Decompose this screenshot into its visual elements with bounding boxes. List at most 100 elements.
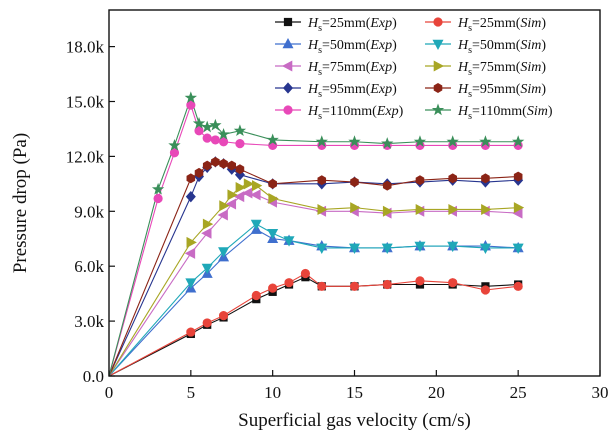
data-point-1-10 <box>382 279 392 290</box>
y-tick-label: 0.0 <box>83 367 104 386</box>
legend-label-kind: Exp <box>369 38 392 53</box>
legend-label-kind: Exp <box>369 82 392 97</box>
legend-marker-9 <box>431 103 445 116</box>
y-tick-label: 15.0k <box>66 93 105 112</box>
y-axis-label: Pressure drop (Pa) <box>10 133 31 273</box>
legend-label-rest: =95mm( <box>322 82 371 97</box>
legend-marker-0 <box>283 17 293 27</box>
legend-label-rest: =110mm( <box>322 104 377 119</box>
data-point-1-9 <box>349 281 360 291</box>
legend-marker-4 <box>281 60 293 72</box>
y-tick-label: 18.0k <box>66 38 105 57</box>
y-tick-label: 3.0k <box>74 312 104 331</box>
data-point-8-2 <box>169 148 180 158</box>
series-markers <box>151 91 525 339</box>
data-point-5-8 <box>268 192 279 204</box>
data-point-1-1 <box>186 327 196 337</box>
legend-label-sub: s <box>318 111 322 122</box>
data-point-8-4 <box>194 126 204 136</box>
legend-label-9: Hs=110mm(Sim) <box>457 104 553 122</box>
legend-label-h: H <box>457 104 469 119</box>
legend-label-0: Hs=25mm(Exp) <box>307 16 397 34</box>
data-point-1-11 <box>415 276 425 286</box>
legend-marker-1 <box>433 17 443 27</box>
legend-label-kind: Sim <box>520 38 541 53</box>
data-point-3-9 <box>381 243 393 254</box>
data-point-9-7 <box>217 127 230 140</box>
data-point-3-8 <box>349 243 360 254</box>
legend-label-1: Hs=25mm(Sim) <box>457 16 546 34</box>
data-point-7-4 <box>211 156 220 167</box>
data-point-4-4 <box>225 198 237 210</box>
data-point-1-4 <box>251 290 261 301</box>
legend-marker-6 <box>282 82 294 94</box>
data-point-3-13 <box>512 243 524 254</box>
data-point-5-4 <box>227 189 238 201</box>
legend-label-rest: =75mm( <box>322 60 371 75</box>
data-point-5-15 <box>513 202 525 214</box>
x-tick-label: 0 <box>105 383 114 402</box>
data-point-9-12 <box>381 137 394 149</box>
data-point-9-11 <box>348 135 361 148</box>
data-point-7-6 <box>227 160 237 171</box>
data-point-5-7 <box>252 180 263 192</box>
data-point-7-7 <box>235 164 245 175</box>
data-point-9-16 <box>512 135 525 148</box>
data-point-3-7 <box>316 243 328 254</box>
data-point-5-3 <box>219 200 230 212</box>
data-point-1-7 <box>300 268 311 279</box>
legend-label-sub: s <box>468 111 472 122</box>
x-tick-label: 20 <box>428 383 445 402</box>
data-point-3-11 <box>447 241 459 253</box>
data-point-7-9 <box>317 175 327 186</box>
legend-label-sub: s <box>468 23 472 34</box>
legend-label-rest: =75mm( <box>472 60 521 75</box>
data-point-1-12 <box>448 278 458 288</box>
data-point-7-8 <box>268 178 277 189</box>
data-point-7-14 <box>481 173 490 184</box>
data-point-6-1 <box>185 191 196 203</box>
data-point-9-1 <box>151 182 165 195</box>
legend-label-kind: Exp <box>369 60 392 75</box>
legend: Hs=25mm(Exp) Hs=25mm(Sim)Hs=50mm(Exp) Hs=5… <box>275 16 553 122</box>
legend-marker-7 <box>433 83 443 93</box>
data-point-3-1 <box>185 278 197 289</box>
legend-label-rest: =50mm( <box>472 38 521 53</box>
legend-label-h: H <box>307 82 319 97</box>
data-point-9-14 <box>446 135 459 148</box>
data-point-9-6 <box>209 118 222 131</box>
data-point-9-3 <box>184 91 197 104</box>
data-point-1-13 <box>480 285 491 295</box>
data-point-4-6 <box>242 187 253 199</box>
legend-label-h: H <box>307 60 319 75</box>
x-axis-label: Superficial gas velocity (cm/s) <box>238 410 471 431</box>
legend-label-kind: Exp <box>376 104 399 119</box>
data-point-7-10 <box>350 177 359 187</box>
legend-marker-5 <box>433 60 445 72</box>
legend-label-2: Hs=50mm(Exp) <box>307 38 397 56</box>
data-point-4-5 <box>233 191 245 203</box>
x-tick-label: 10 <box>264 383 281 402</box>
data-point-3-6 <box>283 236 295 247</box>
legend-label-sub: s <box>468 45 472 56</box>
legend-label-h: H <box>457 82 469 97</box>
data-point-3-12 <box>479 243 491 254</box>
data-point-5-1 <box>186 236 197 248</box>
legend-label-kind: Sim <box>527 104 548 119</box>
legend-label-sub: s <box>318 23 322 34</box>
legend-label-end: ) <box>392 60 397 75</box>
legend-label-kind: Sim <box>520 82 541 97</box>
legend-label-4: Hs=75mm(Exp) <box>307 60 397 78</box>
data-point-5-13 <box>448 203 459 215</box>
data-point-3-4 <box>250 219 262 231</box>
legend-label-end: ) <box>541 82 546 97</box>
legend-label-sub: s <box>468 67 472 78</box>
legend-label-kind: Sim <box>520 60 541 75</box>
legend-marker-3 <box>432 39 444 51</box>
data-point-8-5 <box>202 133 212 143</box>
legend-label-h: H <box>307 16 319 31</box>
data-point-8-1 <box>153 193 163 204</box>
x-tick-label: 25 <box>510 383 527 402</box>
legend-label-end: ) <box>392 82 397 97</box>
data-point-1-2 <box>202 318 212 328</box>
